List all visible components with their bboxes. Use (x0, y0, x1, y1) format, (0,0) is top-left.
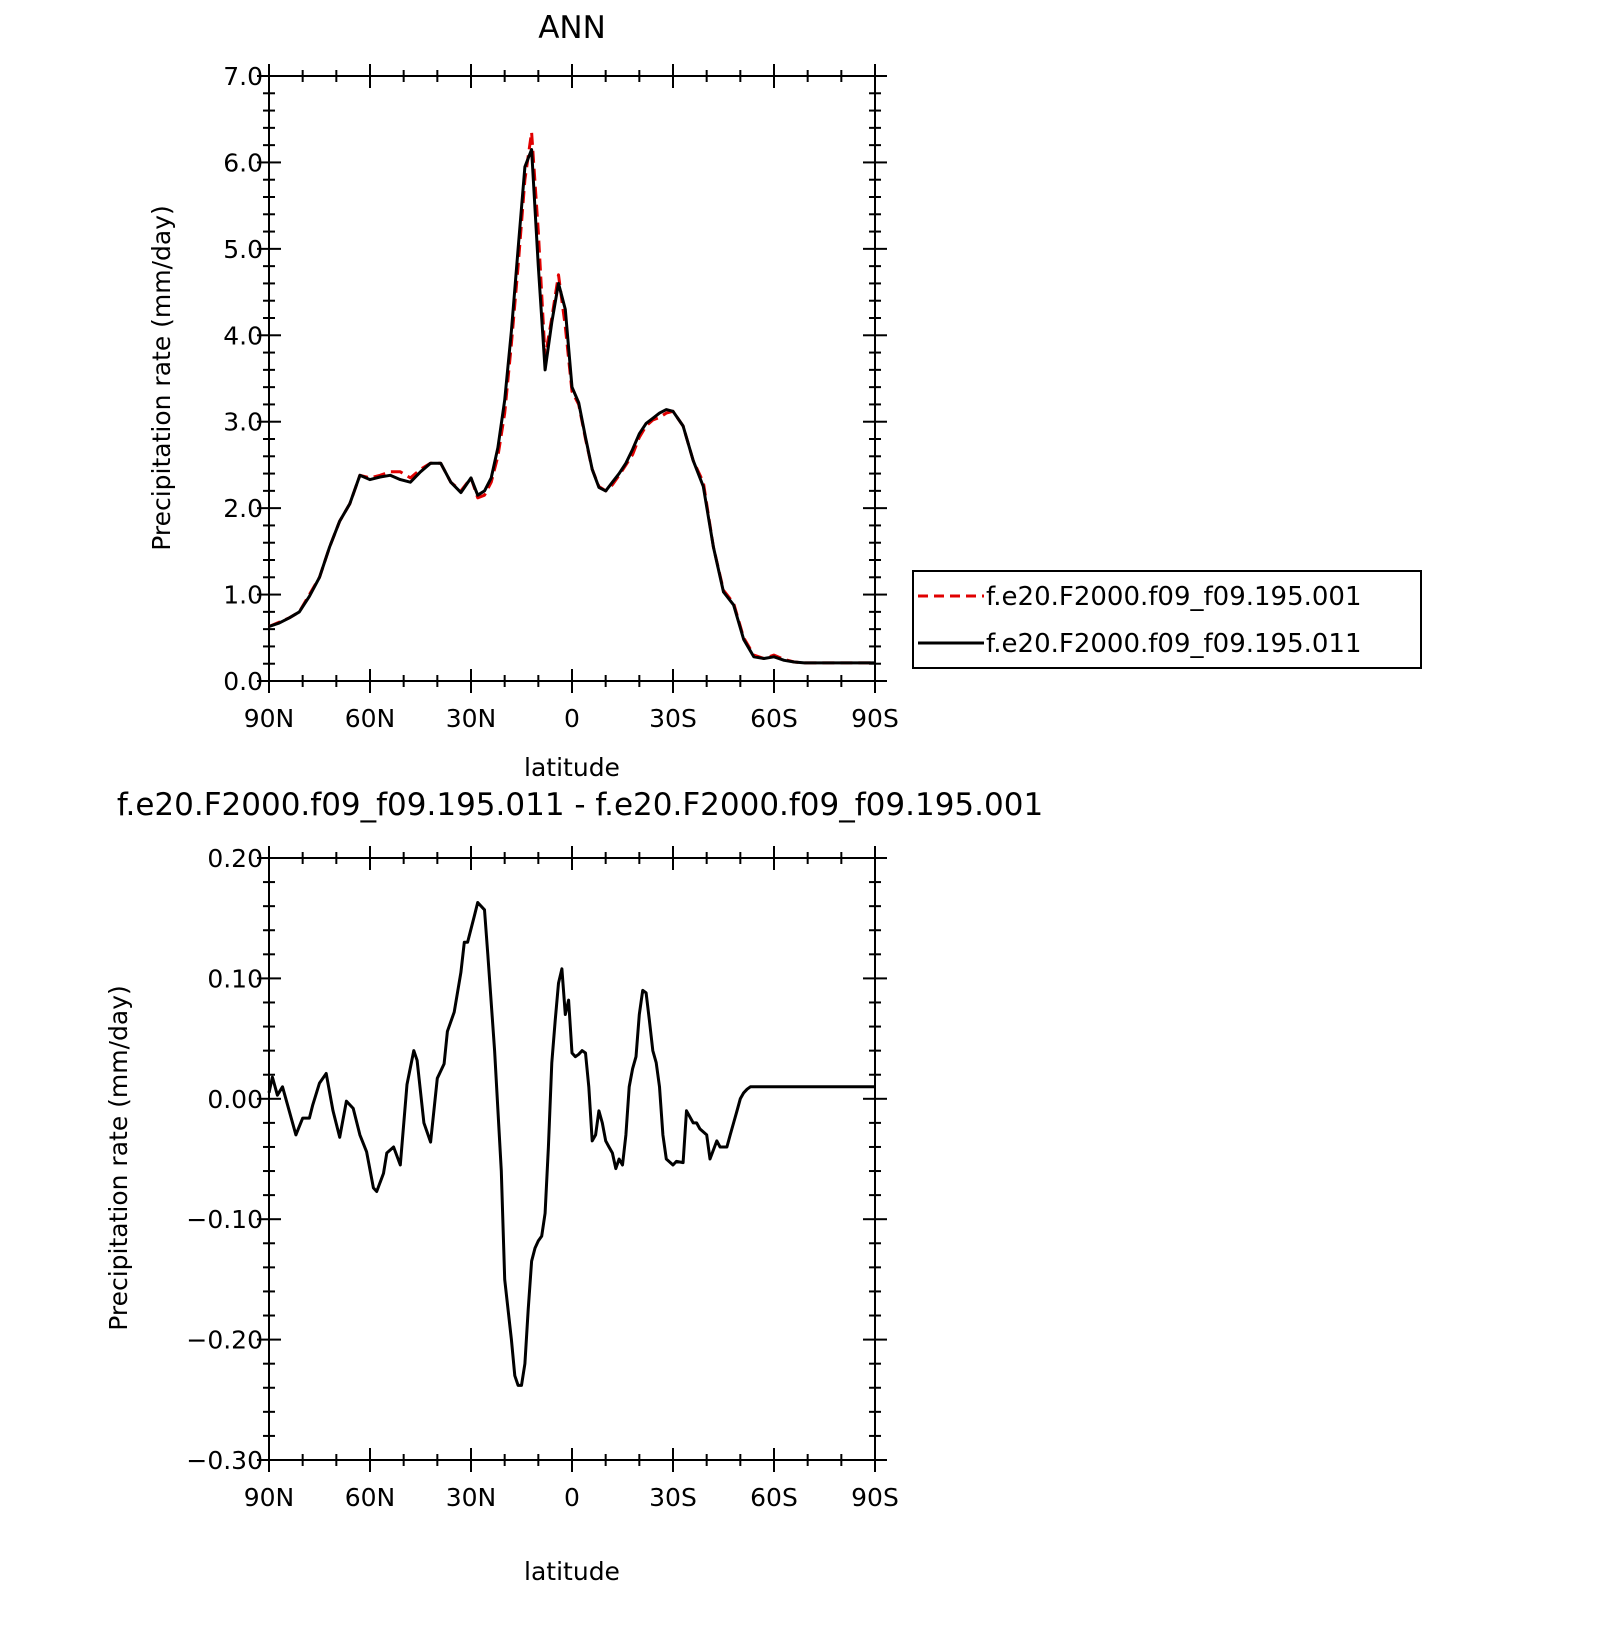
bottom-plot-frame (268, 857, 876, 1461)
top-y-tick-label: 5.0 (223, 235, 263, 264)
legend: f.e20.F2000.f09_f09.195.001 f.e20.F2000.… (912, 570, 1422, 669)
bottom-series-group (267, 901, 875, 1387)
bottom-y-tick-label: −0.30 (186, 1446, 263, 1475)
top-series-line-1 (268, 148, 875, 665)
top-panel: ANN 90N 60N 30N 0 30S 60S 90S 0.0 1.0 2.0 3.0 4.0 5.… (147, 10, 899, 782)
bottom-panel: f.e20.F2000.f09_f09.195.011 - f.e20.F200… (104, 787, 1043, 1586)
top-y-tick-label: 0.0 (223, 667, 263, 696)
top-y-tick-label: 7.0 (223, 62, 263, 91)
bottom-series-line-0 (267, 901, 875, 1387)
top-y-tick-label: 3.0 (223, 408, 263, 437)
top-x-axis-label: latitude (524, 753, 620, 782)
bottom-y-tick-label: 0.20 (207, 844, 263, 873)
top-y-tick-label: 2.0 (223, 494, 263, 523)
bottom-y-axis-label: Precipitation rate (mm/day) (104, 985, 133, 1331)
bottom-title: f.e20.F2000.f09_f09.195.011 - f.e20.F200… (117, 787, 1043, 823)
legend-box (912, 570, 1422, 669)
bottom-x-tick-label: 30N (446, 1483, 497, 1512)
top-x-tick-label: 30N (446, 704, 497, 733)
bottom-x-tick-label: 60S (750, 1483, 798, 1512)
top-series-group (268, 130, 875, 665)
top-x-tick-label: 0 (564, 704, 580, 733)
legend-entry-011: f.e20.F2000.f09_f09.195.011 (986, 629, 1362, 659)
top-y-axis-label: Precipitation rate (mm/day) (147, 205, 176, 551)
bottom-x-tick-label: 0 (564, 1483, 580, 1512)
bottom-ticks: 90N 60N 30N 0 30S 60S 90S −0.30 −0.20 −0.10 0.00 0.… (186, 844, 898, 1512)
top-ticks: 90N 60N 30N 0 30S 60S 90S 0.0 1.0 2.0 3.0 4.0 5.0 6.0… (223, 62, 899, 733)
legend-entry-001: f.e20.F2000.f09_f09.195.001 (986, 582, 1362, 612)
bottom-y-tick-label: 0.00 (207, 1085, 263, 1114)
top-x-tick-label: 30S (649, 704, 697, 733)
top-title: ANN (538, 10, 606, 46)
top-x-tick-label: 90S (851, 704, 899, 733)
bottom-y-tick-label: −0.20 (186, 1326, 263, 1355)
top-x-tick-label: 60S (750, 704, 798, 733)
bottom-y-tick-label: −0.10 (186, 1205, 263, 1234)
bottom-x-tick-label: 60N (345, 1483, 396, 1512)
top-y-tick-label: 1.0 (223, 581, 263, 610)
top-x-tick-label: 60N (345, 704, 396, 733)
top-series-line-0 (268, 130, 875, 665)
top-x-tick-label: 90N (244, 704, 295, 733)
bottom-x-tick-label: 90N (244, 1483, 295, 1512)
top-y-tick-label: 6.0 (223, 148, 263, 177)
bottom-x-tick-label: 30S (649, 1483, 697, 1512)
top-y-tick-label: 4.0 (223, 321, 263, 350)
bottom-y-tick-label: 0.10 (207, 964, 263, 993)
bottom-x-tick-label: 90S (851, 1483, 899, 1512)
bottom-x-axis-label: latitude (524, 1557, 620, 1586)
